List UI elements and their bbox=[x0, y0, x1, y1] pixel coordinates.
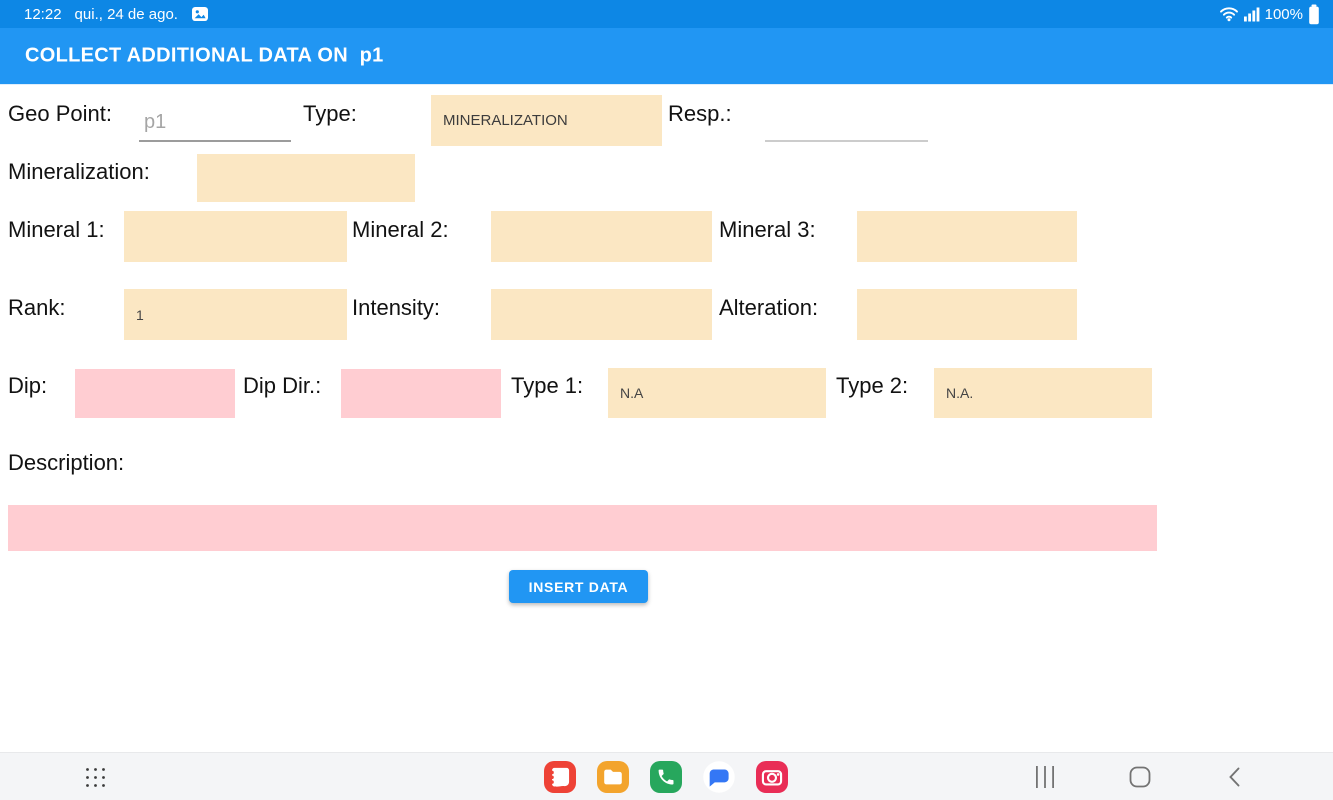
home-button[interactable] bbox=[1128, 765, 1152, 789]
type-select[interactable]: MINERALIZATION bbox=[431, 95, 662, 146]
phone-app-icon[interactable] bbox=[650, 761, 682, 793]
camera-app-icon[interactable] bbox=[756, 761, 788, 793]
signal-icon bbox=[1243, 7, 1260, 22]
type2-label: Type 2: bbox=[836, 373, 909, 398]
apps-grid-icon[interactable] bbox=[84, 766, 107, 794]
back-button[interactable] bbox=[1224, 765, 1248, 789]
mineral1-label: Mineral 1: bbox=[8, 217, 105, 242]
status-time: 12:22 bbox=[24, 5, 62, 23]
nav-keys bbox=[1034, 765, 1248, 789]
alteration-select[interactable] bbox=[857, 289, 1077, 340]
recents-button[interactable] bbox=[1034, 765, 1056, 789]
messages-app-icon[interactable] bbox=[703, 761, 735, 793]
mineral3-select[interactable] bbox=[857, 211, 1077, 262]
battery-icon bbox=[1308, 4, 1320, 25]
dock bbox=[544, 761, 788, 793]
resp-label: Resp.: bbox=[668, 101, 732, 126]
type1-select[interactable]: N.A bbox=[608, 368, 826, 418]
app-header: COLLECT ADDITIONAL DATA ON p1 bbox=[0, 28, 1333, 85]
type-label: Type: bbox=[303, 101, 357, 126]
alteration-label: Alteration: bbox=[719, 295, 819, 320]
geo-point-label: Geo Point: bbox=[8, 101, 112, 126]
description-label: Description: bbox=[8, 450, 125, 475]
intensity-label: Intensity: bbox=[352, 295, 441, 320]
dip-dir-input[interactable] bbox=[341, 369, 501, 418]
type2-select[interactable]: N.A. bbox=[934, 368, 1152, 418]
mineralization-select[interactable] bbox=[197, 154, 415, 202]
mineral2-select[interactable] bbox=[491, 211, 712, 262]
rank-label: Rank: bbox=[8, 295, 66, 320]
screenshot-icon bbox=[191, 5, 209, 23]
mineral1-select[interactable] bbox=[124, 211, 347, 262]
status-bar: 12:22 qui., 24 de ago. bbox=[0, 0, 1333, 28]
wifi-icon bbox=[1219, 6, 1239, 22]
battery-percent: 100% bbox=[1264, 5, 1303, 23]
geo-point-input[interactable]: p1 bbox=[139, 102, 291, 142]
status-date: qui., 24 de ago. bbox=[74, 5, 178, 23]
mineral3-label: Mineral 3: bbox=[719, 217, 816, 242]
dip-dir-label: Dip Dir.: bbox=[243, 373, 322, 398]
description-input[interactable] bbox=[8, 505, 1157, 551]
page-title: COLLECT ADDITIONAL DATA ON p1 bbox=[25, 44, 384, 67]
dip-input[interactable] bbox=[75, 369, 235, 418]
mineral2-label: Mineral 2: bbox=[352, 217, 449, 242]
intensity-select[interactable] bbox=[491, 289, 712, 340]
insert-data-button[interactable]: INSERT DATA bbox=[509, 570, 648, 603]
notes-app-icon[interactable] bbox=[544, 761, 576, 793]
resp-input[interactable] bbox=[765, 102, 928, 142]
dip-label: Dip: bbox=[8, 373, 48, 398]
nav-bar bbox=[0, 752, 1333, 800]
mineralization-label: Mineralization: bbox=[8, 159, 150, 184]
files-app-icon[interactable] bbox=[597, 761, 629, 793]
type1-label: Type 1: bbox=[511, 373, 584, 398]
rank-select[interactable]: 1 bbox=[124, 289, 347, 340]
